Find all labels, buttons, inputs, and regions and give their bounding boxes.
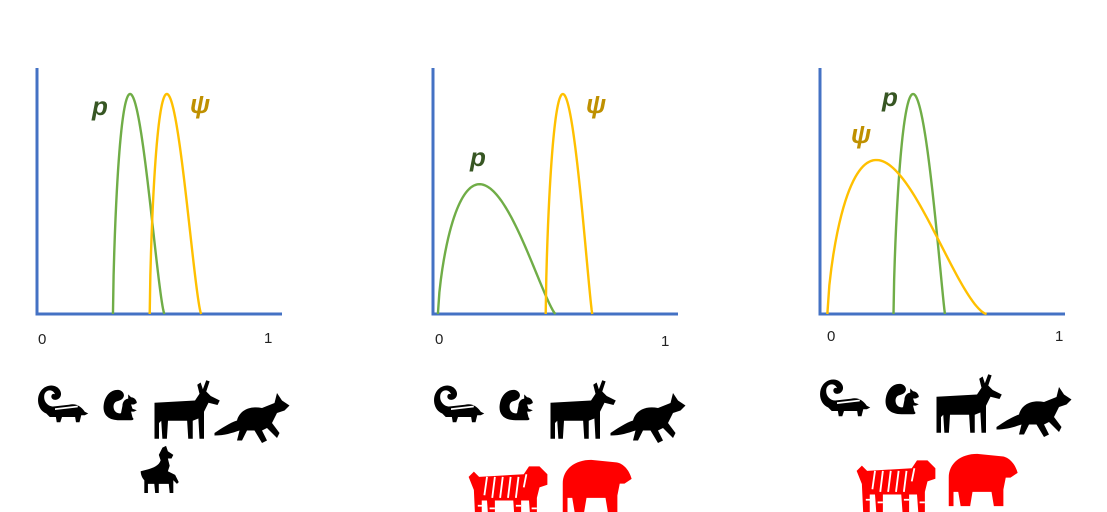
bear-icon [948,453,1018,507]
p-curve [436,183,557,315]
p-label: p [91,91,108,121]
squirrel-icon [103,389,137,421]
skunk-icon [38,385,89,423]
x-tick-0: 0 [827,328,835,345]
psi-curve [148,92,203,315]
bear-icon [562,459,632,512]
fox-icon [610,393,686,443]
psi-label: ψ [190,89,210,119]
tiger-icon [855,459,937,512]
animal-icons [434,380,686,512]
x-tick-0: 0 [38,331,46,348]
p-label: p [469,142,486,172]
psi-curve [544,92,594,315]
fox-icon [996,387,1072,437]
psi-label: ψ [586,89,606,119]
x-tick-1: 1 [1055,328,1063,345]
x-tick-1: 1 [264,330,272,347]
deer-icon [936,374,1002,433]
animal-icons [820,374,1072,512]
x-tick-0: 0 [435,331,443,348]
skunk-icon [820,379,871,417]
panel-2: 0 1 p ψ [431,68,686,512]
tiger-icon [467,465,549,512]
psi-curve [826,158,987,316]
fox-icon [214,393,290,443]
p-label: p [881,82,898,112]
p-curve [892,92,947,315]
squirrel-icon [885,383,919,415]
wolf-icon [140,445,179,493]
p-curve [111,92,166,315]
deer-icon [550,380,616,439]
deer-icon [154,380,220,439]
skunk-icon [434,385,485,423]
psi-label: ψ [851,119,871,149]
animal-icons [38,380,290,493]
panel-1: 0 1 p ψ [35,68,290,493]
x-tick-1: 1 [661,333,669,350]
squirrel-icon [499,389,533,421]
panel-3: 0 1 pψ [818,68,1072,512]
